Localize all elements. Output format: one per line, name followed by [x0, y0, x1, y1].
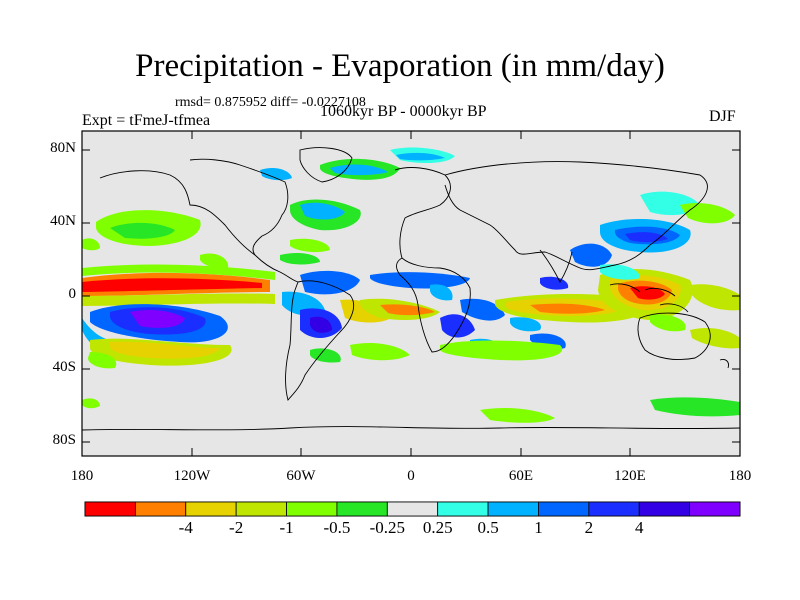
experiment-label: Expt = tFmeJ-tfmea [82, 112, 211, 129]
lat-label-40s: 40S [52, 359, 76, 375]
colorbar-label: -0.25 [369, 518, 405, 537]
lon-label-180w: 180 [70, 468, 94, 484]
colorbar-box [185, 501, 237, 517]
colorbar [84, 501, 741, 517]
colorbar-box [689, 501, 741, 517]
colorbar-label: 0.5 [477, 518, 499, 537]
coastlines [82, 147, 740, 431]
colorbar-box [235, 501, 287, 517]
colorbar-label: 0.25 [422, 518, 453, 537]
colorbar-box [336, 501, 388, 517]
colorbar-box [638, 501, 691, 517]
precip-field [82, 147, 740, 423]
colorbar-box [134, 501, 187, 517]
colorbar-box [538, 501, 590, 517]
colorbar-label: -1 [279, 518, 294, 537]
lon-label-120e: 120E [614, 468, 646, 484]
colorbar-box [286, 501, 338, 517]
map-title: Precipitation - Evaporation (in mm/day) [135, 48, 665, 84]
colorbar-box [386, 501, 439, 517]
lat-label-80s: 80S [52, 432, 76, 448]
colorbar-box [487, 501, 539, 517]
colorbar-label: 2 [584, 518, 594, 537]
colorbar-label: -0.5 [323, 518, 351, 537]
colorbar-box [84, 501, 136, 517]
lat-label-0: 0 [68, 286, 77, 302]
lon-label-180e: 180 [728, 468, 752, 484]
colorbar-label: -4 [178, 518, 193, 537]
period-label: 1060kyr BP - 0000kyr BP [320, 103, 487, 120]
lon-ticks [81, 131, 741, 456]
colorbar-box [437, 501, 489, 517]
lat-label-80n: 80N [50, 140, 76, 156]
colorbar-label: 1 [534, 518, 543, 537]
stats-line: rmsd= 0.875952 diff= -0.0227108 [175, 95, 366, 110]
lon-label-60w: 60W [286, 468, 316, 484]
lon-label-120w: 120W [173, 468, 211, 484]
lat-ticks [82, 149, 740, 443]
season-label: DJF [709, 108, 736, 125]
lon-label-0: 0 [407, 468, 415, 484]
lon-label-60e: 60E [508, 468, 534, 484]
colorbar-label: 4 [634, 518, 644, 537]
colorbar-label: -2 [229, 518, 244, 537]
colorbar-box [588, 501, 640, 517]
lat-label-40n: 40N [50, 213, 76, 229]
